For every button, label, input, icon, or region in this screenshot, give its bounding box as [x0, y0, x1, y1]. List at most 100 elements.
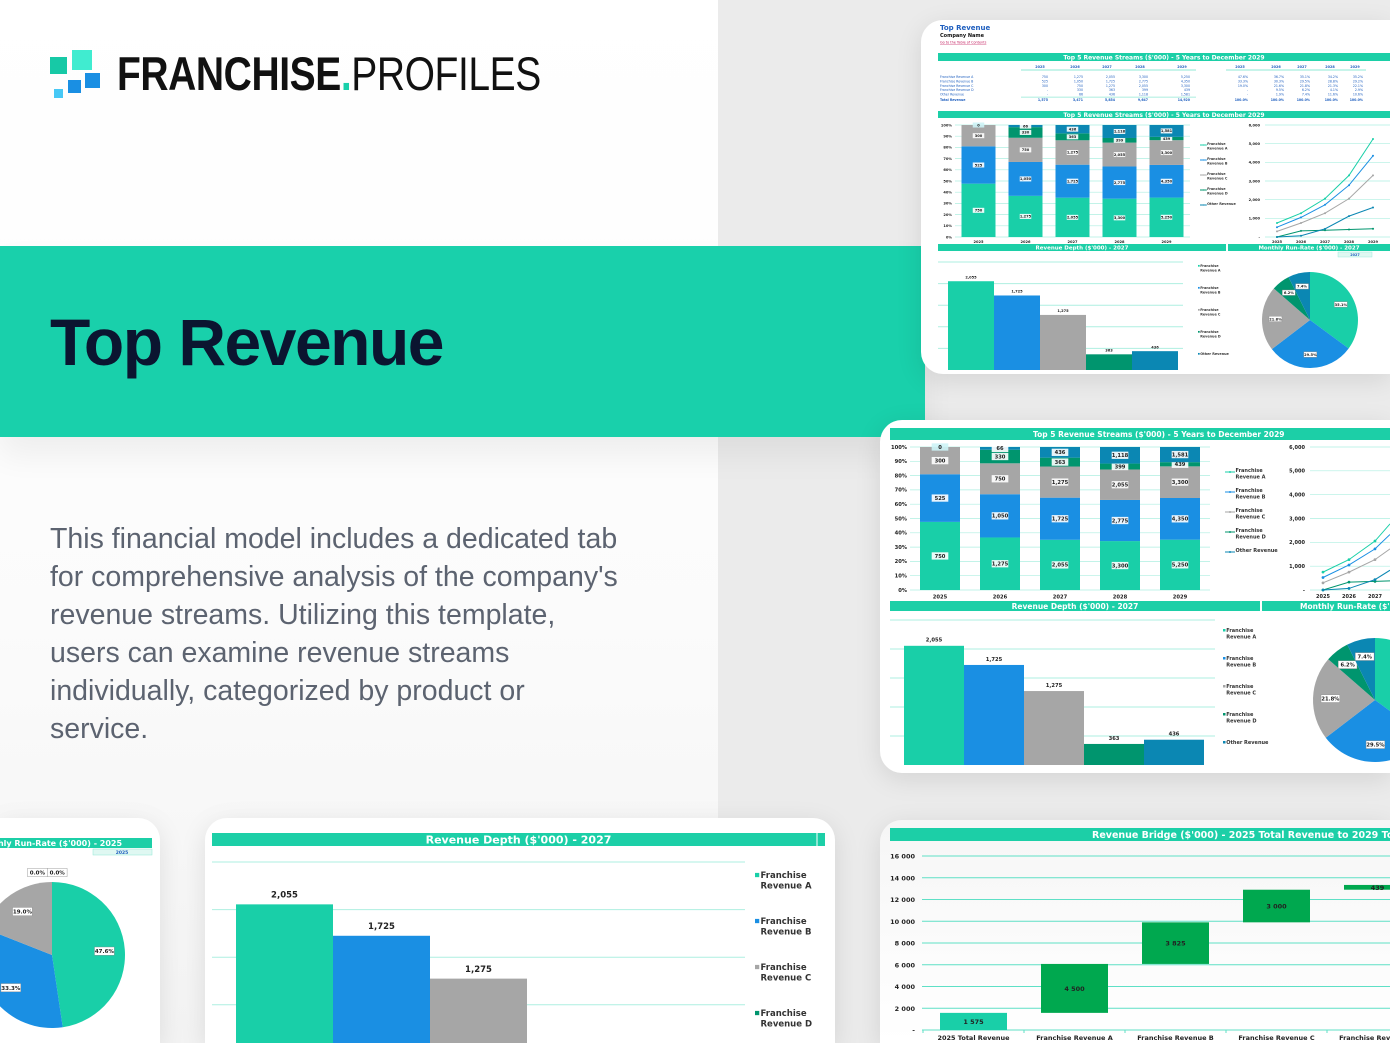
series-point	[1323, 197, 1327, 200]
table-cell: -	[1247, 93, 1248, 97]
series-point	[1347, 184, 1351, 187]
legend-label: Revenue C	[1236, 514, 1266, 520]
data-label: 436	[1069, 127, 1077, 131]
data-label-box	[1171, 561, 1189, 569]
legend-label: Franchise	[1226, 628, 1254, 634]
data-label: 0	[977, 123, 980, 127]
data-label: 47.6%	[95, 949, 115, 955]
x-tick-label: 2029	[1368, 240, 1379, 244]
legend-marker-icon	[1202, 174, 1205, 176]
y-tick-label: -	[1303, 588, 1305, 594]
legend-marker-icon	[1202, 144, 1205, 146]
toc-link[interactable]: Go to the Table of Contents	[940, 41, 987, 45]
data-label: 750	[975, 209, 983, 213]
series-line	[1322, 580, 1390, 591]
data-label-box	[1171, 515, 1189, 523]
bar	[904, 645, 964, 765]
table-cell: 100.0%	[1235, 98, 1249, 102]
legend-label: Franchise	[761, 963, 807, 973]
data-label-box	[1111, 462, 1129, 471]
y-tick-label: 40%	[895, 531, 908, 537]
series-point	[1321, 581, 1325, 585]
x-tick-label: 2027	[1320, 240, 1331, 244]
pie-slice	[1262, 288, 1310, 350]
data-label: 29.5%	[1366, 743, 1385, 749]
data-label-box	[991, 452, 1009, 461]
title-band	[0, 246, 925, 437]
column-header: 2026	[1070, 65, 1080, 69]
data-label: 1,725	[1067, 179, 1079, 183]
legend-swatch-icon	[755, 872, 760, 878]
x-tick-label: Franchise Revenue B	[1137, 1034, 1213, 1042]
pie-preview: Monthly Run-Rate ($'000) - 2025 2025 47.6%…	[0, 838, 153, 1028]
legend-label: Franchise	[1226, 684, 1254, 690]
data-label-box	[1066, 214, 1079, 220]
y-tick-label: 5,000	[1289, 469, 1305, 475]
series-point	[1371, 154, 1375, 157]
legend-swatch-icon	[1223, 685, 1226, 688]
chart-header-bar	[0, 838, 152, 848]
chart-title: Top 5 Revenue Streams ($'000) - 5 Years …	[1063, 54, 1264, 61]
series-point	[1323, 203, 1327, 206]
x-tick-label: 2028	[1344, 240, 1355, 244]
data-label: 7.4%	[1297, 285, 1307, 289]
data-label: 439	[1163, 137, 1171, 141]
legend-swatch-icon	[1223, 629, 1226, 632]
data-label-box	[972, 207, 985, 213]
data-label: 300	[975, 134, 983, 138]
legend-label: Franchise	[761, 1009, 807, 1019]
data-label-box	[1365, 740, 1385, 749]
data-label: 750	[935, 554, 946, 560]
y-tick-label: 60%	[943, 168, 952, 172]
y-tick-label: 2 000	[895, 1005, 916, 1013]
series-point	[1299, 229, 1303, 232]
data-label: 6.2%	[1340, 663, 1355, 669]
series-point	[1275, 226, 1279, 229]
legend-label: Revenue B	[1236, 494, 1266, 500]
y-tick-label: 6 000	[895, 961, 916, 969]
revenue-bridge-card: Revenue Bridge ($'000) - 2025 Total Reve…	[880, 820, 1390, 1043]
data-label: 1,725	[986, 657, 1003, 663]
data-label-box	[931, 443, 949, 451]
y-tick-label: 30%	[895, 545, 908, 551]
data-label-box	[972, 133, 985, 139]
data-label-box	[1160, 178, 1173, 184]
data-label-box	[12, 907, 33, 916]
data-label: 1,581	[1161, 129, 1173, 133]
column-header: 2029	[1350, 65, 1360, 69]
table-cell: 21.6%	[1274, 84, 1284, 88]
row-label: Franchise Revenue D	[940, 88, 974, 92]
bar	[948, 281, 994, 370]
series-point	[1299, 212, 1303, 215]
series-point	[1347, 215, 1351, 218]
data-label: 436	[1055, 450, 1066, 456]
legend-swatch-icon	[1198, 330, 1200, 333]
bar	[333, 935, 430, 1043]
table-cell: 22.1%	[1353, 84, 1363, 88]
legend-label: Franchise	[1207, 157, 1226, 161]
y-tick-label: 3,000	[1289, 516, 1305, 522]
legend-swatch-icon	[1198, 264, 1200, 267]
bridge-step-bar	[1041, 963, 1108, 1013]
legend-label: Revenue A	[1236, 474, 1266, 480]
column-header: 2025	[1235, 65, 1245, 69]
data-label: 0.0%	[30, 871, 46, 877]
bar	[1040, 314, 1086, 370]
data-label-box	[1171, 450, 1189, 459]
y-tick-label: 3,000	[1249, 179, 1261, 183]
table-cell: 10.6%	[1353, 93, 1363, 97]
y-tick-label: 70%	[943, 157, 952, 161]
x-tick-label: 2025	[933, 594, 948, 600]
bar	[964, 664, 1024, 765]
legend-label: Revenue A	[761, 882, 812, 892]
bar	[1144, 739, 1204, 765]
data-label-box	[991, 512, 1009, 520]
table-cell: 66	[1079, 93, 1083, 97]
revenue-bridge-preview: Revenue Bridge ($'000) - 2025 Total Reve…	[890, 828, 1390, 1042]
